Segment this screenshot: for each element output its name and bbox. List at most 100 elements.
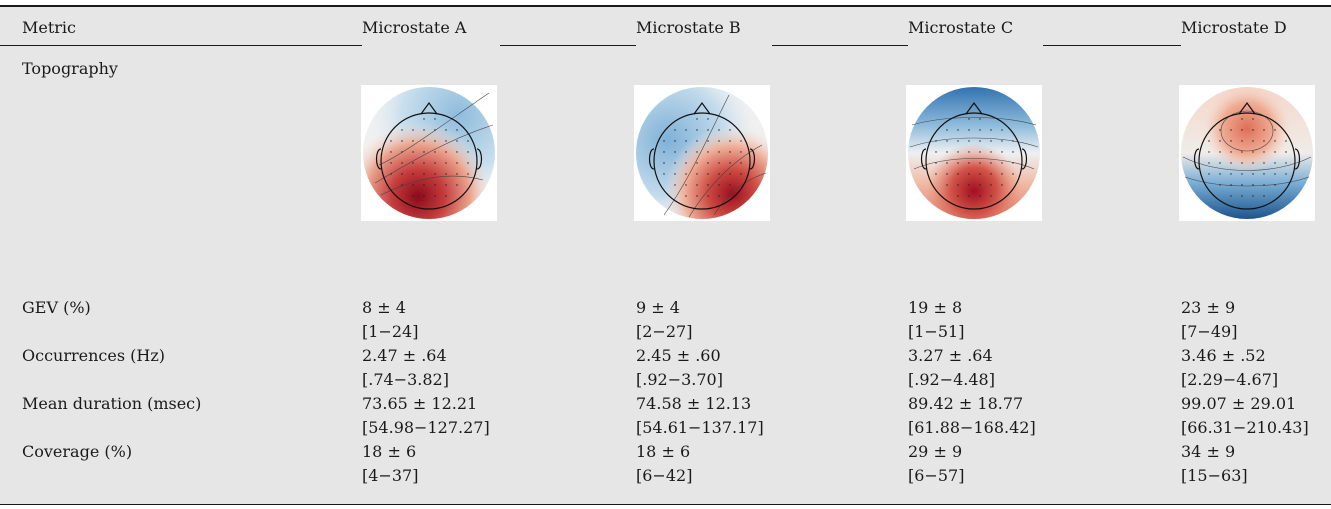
electrode-dot <box>445 173 447 175</box>
dur-d-range: [66.31−210.43] <box>1181 418 1309 437</box>
electrode-dot <box>946 129 948 131</box>
electrode-dot <box>1012 140 1014 142</box>
electrode-dot <box>401 140 403 142</box>
electrode-dot <box>663 173 665 175</box>
electrode-dot <box>946 184 948 186</box>
header-rule <box>1043 45 1181 46</box>
electrode-dot <box>401 162 403 164</box>
electrode-dot <box>990 184 992 186</box>
electrode-dot <box>412 129 414 131</box>
electrode-dot <box>696 162 698 164</box>
electrode-dot <box>990 195 992 197</box>
topomap-c-figure <box>908 87 1040 219</box>
electrode-dot <box>1274 151 1276 153</box>
electrode-dot <box>979 173 981 175</box>
electrode-dot <box>674 140 676 142</box>
electrode-dot <box>935 151 937 153</box>
electrode-dot <box>935 173 937 175</box>
electrode-dot <box>685 173 687 175</box>
electrode-dot <box>979 151 981 153</box>
electrode-dot <box>434 162 436 164</box>
electrode-dot <box>1274 184 1276 186</box>
electrode-dot <box>1263 184 1265 186</box>
electrode-dot <box>1241 173 1243 175</box>
electrode-dot <box>1001 151 1003 153</box>
electrode-dot <box>979 140 981 142</box>
electrode-dot <box>467 173 469 175</box>
electrode-dot <box>707 184 709 186</box>
electrode-dot <box>456 129 458 131</box>
electrode-dot <box>1241 184 1243 186</box>
dur-c-mean: 89.42 ± 18.77 <box>908 394 1024 413</box>
electrode-dot <box>1285 140 1287 142</box>
topomap-microstate-b <box>634 85 770 221</box>
electrode-dot <box>729 129 731 131</box>
electrode-dot <box>1263 129 1265 131</box>
electrode-dot <box>1230 129 1232 131</box>
cov-c-range: [6−57] <box>908 466 965 485</box>
electrode-dot <box>1208 140 1210 142</box>
electrode-dot <box>412 162 414 164</box>
electrode-dot <box>696 151 698 153</box>
electrode-dot <box>1252 118 1254 120</box>
electrode-dot <box>740 140 742 142</box>
electrode-dot <box>674 184 676 186</box>
electrode-dot <box>1263 162 1265 164</box>
electrode-dot <box>412 195 414 197</box>
electrode-dot <box>685 184 687 186</box>
electrode-dot <box>423 184 425 186</box>
electrode-dot <box>412 151 414 153</box>
electrode-dot <box>946 151 948 153</box>
electrode-dot <box>1230 151 1232 153</box>
electrode-dot <box>467 151 469 153</box>
electrode-dot <box>1274 162 1276 164</box>
electrode-dot <box>1252 140 1254 142</box>
topomap-d-figure <box>1181 87 1313 219</box>
gev-d-mean: 23 ± 9 <box>1181 298 1236 317</box>
electrode-dot <box>674 151 676 153</box>
electrode-dot <box>1001 184 1003 186</box>
electrode-dot <box>1230 195 1232 197</box>
electrode-dot <box>968 118 970 120</box>
electrode-dot <box>1219 129 1221 131</box>
electrode-dot <box>467 162 469 164</box>
electrode-dot <box>935 140 937 142</box>
electrode-dot <box>401 129 403 131</box>
topomap-b-figure <box>636 87 768 219</box>
electrode-dot <box>1263 173 1265 175</box>
occ-b-mean: 2.45 ± .60 <box>636 346 721 365</box>
electrode-dot <box>674 173 676 175</box>
cov-b-range: [6−42] <box>636 466 693 485</box>
electrode-dot <box>423 173 425 175</box>
electrode-dot <box>957 129 959 131</box>
electrode-dot <box>423 129 425 131</box>
header-rule <box>0 45 362 46</box>
cov-a-range: [4−37] <box>362 466 419 485</box>
gev-c-range: [1−51] <box>908 322 965 341</box>
electrode-dot <box>979 184 981 186</box>
occ-d-mean: 3.46 ± .52 <box>1181 346 1266 365</box>
cov-d-range: [15−63] <box>1181 466 1248 485</box>
electrode-dot <box>718 162 720 164</box>
topomap-microstate-a <box>361 85 497 221</box>
electrode-dot <box>1208 151 1210 153</box>
electrode-dot <box>1230 162 1232 164</box>
topomap-a-figure <box>363 87 495 219</box>
electrode-dot <box>718 195 720 197</box>
electrode-dot <box>729 140 731 142</box>
electrode-dot <box>412 184 414 186</box>
electrode-dot <box>707 173 709 175</box>
electrode-dot <box>663 140 665 142</box>
electrode-dot <box>412 140 414 142</box>
electrode-dot <box>957 140 959 142</box>
electrode-dot <box>467 140 469 142</box>
occ-a-range: [.74−3.82] <box>362 370 449 389</box>
electrode-dot <box>423 151 425 153</box>
electrode-dot <box>445 129 447 131</box>
electrode-dot <box>1012 162 1014 164</box>
electrode-dot <box>390 151 392 153</box>
header-microstate-b: Microstate B <box>636 18 741 37</box>
cov-c-mean: 29 ± 9 <box>908 442 963 461</box>
electrode-dot <box>990 151 992 153</box>
header-microstate-d: Microstate D <box>1181 18 1287 37</box>
